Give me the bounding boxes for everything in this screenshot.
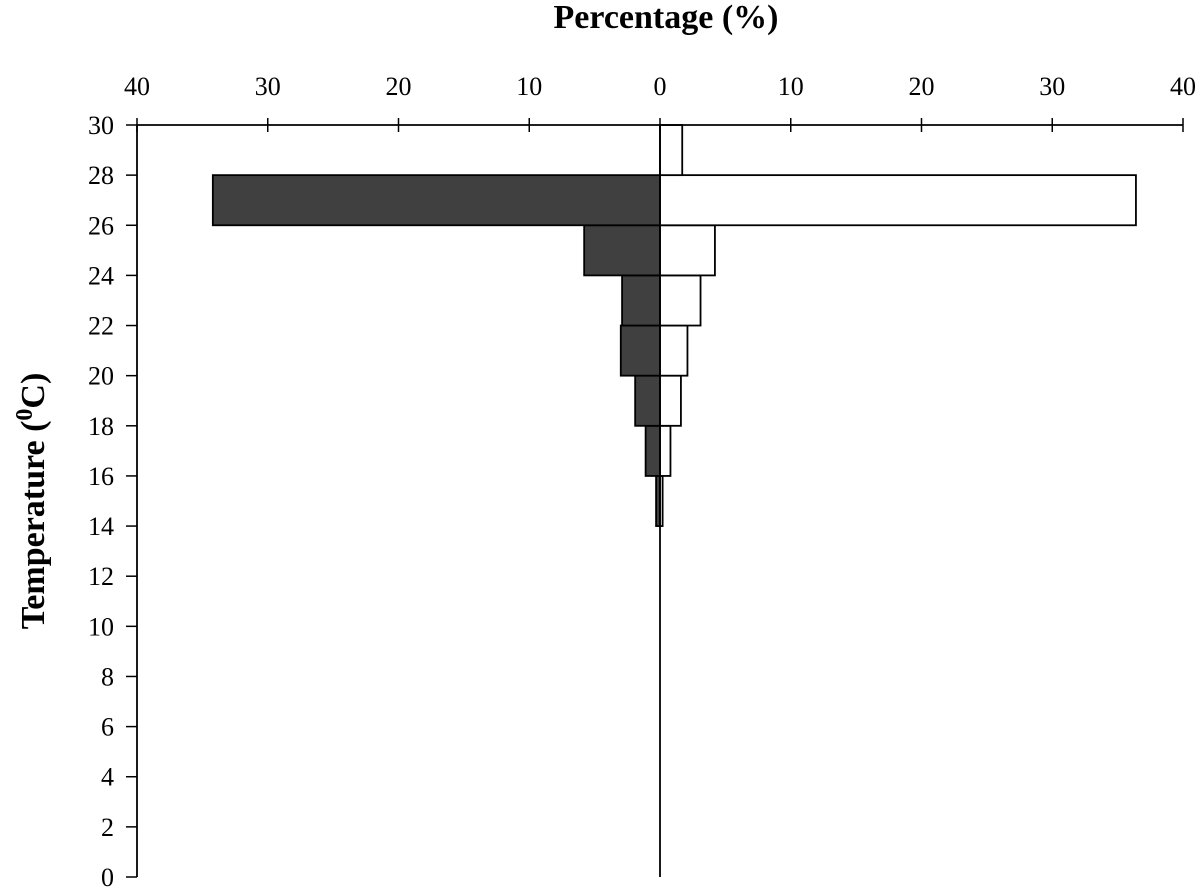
- bar-left-18-20: [634, 374, 661, 427]
- bars-group: [211, 124, 1137, 527]
- y-tick-label: 10: [88, 612, 114, 641]
- bar-right-24-26: [659, 224, 716, 277]
- bar-left-20-22: [619, 324, 661, 377]
- x-tick-label: 20: [909, 72, 935, 101]
- y-tick-label: 20: [88, 362, 114, 391]
- x-tick-label: 10: [516, 72, 542, 101]
- y-tick-label: 6: [101, 713, 114, 742]
- y-tick-label: 28: [88, 161, 114, 190]
- bar-left-16-18: [644, 424, 661, 477]
- y-tick-label: 16: [88, 462, 114, 491]
- bar-right-20-22: [659, 324, 689, 377]
- y-tick-label: 2: [101, 813, 114, 842]
- bar-right-22-24: [659, 274, 702, 327]
- x-tick-label: 40: [1170, 72, 1196, 101]
- x-tick-label: 40: [124, 72, 150, 101]
- y-axis-title-text: Temperature (: [15, 421, 52, 630]
- x-tick-label: 30: [255, 72, 281, 101]
- bar-right-28-30: [659, 124, 684, 177]
- bar-right-26-28: [659, 174, 1137, 227]
- y-axis-title-superscript: 0: [12, 409, 38, 421]
- y-tick-label: 12: [88, 562, 114, 591]
- y-tick-label: 14: [88, 512, 114, 541]
- x-tick-label: 10: [778, 72, 804, 101]
- y-axis-title-unit: C): [15, 373, 52, 409]
- y-axis-title: Temperature (0C): [12, 373, 52, 630]
- y-tick-label: 26: [88, 211, 114, 240]
- y-tick-label: 24: [88, 261, 114, 290]
- x-tick-label: 30: [1039, 72, 1065, 101]
- bar-left-26-28: [211, 174, 661, 227]
- x-tick-label: 0: [654, 72, 667, 101]
- x-axis-title: Percentage (%): [554, 0, 779, 36]
- x-tick-label: 20: [386, 72, 412, 101]
- y-tick-label: 4: [101, 763, 114, 792]
- y-tick-label: 30: [88, 111, 114, 140]
- y-tick-label: 0: [101, 863, 114, 890]
- y-tick-label: 8: [101, 662, 114, 691]
- y-tick-label: 22: [88, 312, 114, 341]
- bar-left-24-26: [583, 224, 661, 277]
- y-tick-label: 18: [88, 412, 114, 441]
- bar-right-18-20: [659, 374, 682, 427]
- bar-right-16-18: [659, 424, 672, 477]
- x-ticks-group: 40 30 20 10 0 10 20 30 40: [124, 72, 1196, 132]
- bar-left-22-24: [621, 274, 661, 327]
- axes-group: [136, 124, 1183, 877]
